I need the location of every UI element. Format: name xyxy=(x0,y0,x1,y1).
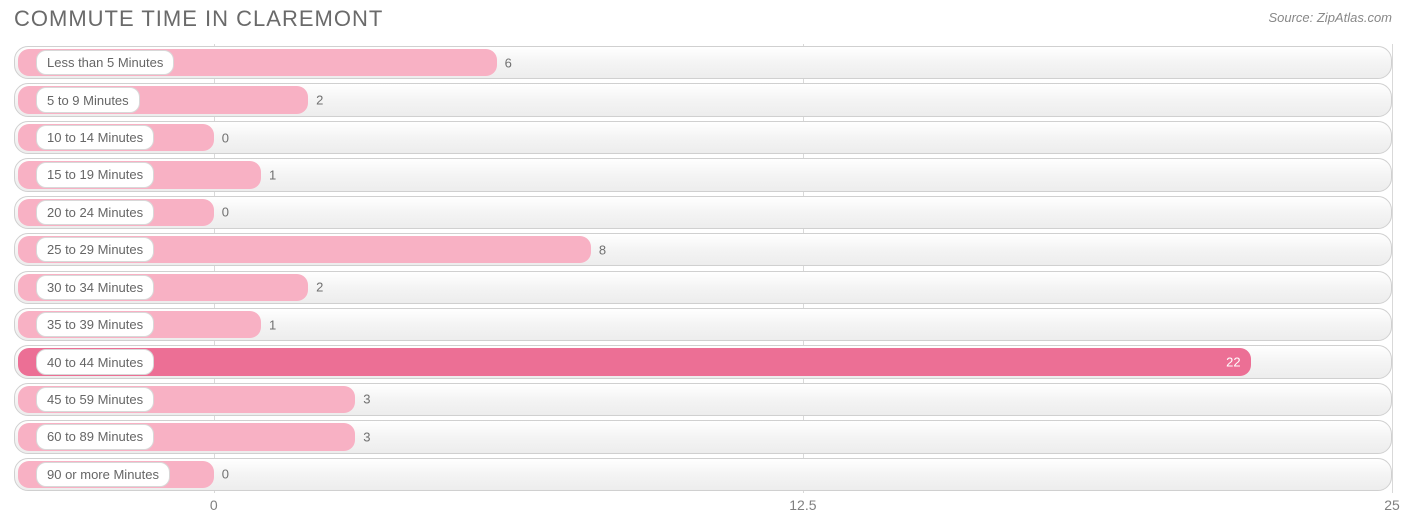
bar-row: 30 to 34 Minutes 2 xyxy=(14,269,1392,306)
category-label: 40 to 44 Minutes xyxy=(36,349,154,374)
x-tick-label: 12.5 xyxy=(789,497,816,513)
category-label: 15 to 19 Minutes xyxy=(36,162,154,187)
value-label: 22 xyxy=(1226,355,1240,370)
value-label: 2 xyxy=(316,93,323,108)
bar-row: 90 or more Minutes 0 xyxy=(14,456,1392,493)
value-label: 3 xyxy=(363,392,370,407)
category-label: 35 to 39 Minutes xyxy=(36,312,154,337)
category-label: 60 to 89 Minutes xyxy=(36,424,154,449)
category-label: 90 or more Minutes xyxy=(36,462,170,487)
value-label: 3 xyxy=(363,429,370,444)
value-label: 0 xyxy=(222,467,229,482)
chart-title: COMMUTE TIME IN CLAREMONT xyxy=(14,6,383,32)
category-label: 25 to 29 Minutes xyxy=(36,237,154,262)
bar-row: 5 to 9 Minutes 2 xyxy=(14,81,1392,118)
bar-row: 15 to 19 Minutes 1 xyxy=(14,156,1392,193)
bar-row: 40 to 44 Minutes 22 xyxy=(14,343,1392,380)
header: COMMUTE TIME IN CLAREMONT Source: ZipAtl… xyxy=(14,6,1392,34)
bar-row: 10 to 14 Minutes 0 xyxy=(14,119,1392,156)
value-label: 1 xyxy=(269,317,276,332)
category-label: 10 to 14 Minutes xyxy=(36,125,154,150)
value-label: 1 xyxy=(269,167,276,182)
category-label: 45 to 59 Minutes xyxy=(36,387,154,412)
bar-track xyxy=(14,121,1392,154)
category-label: 30 to 34 Minutes xyxy=(36,275,154,300)
chart-container: COMMUTE TIME IN CLAREMONT Source: ZipAtl… xyxy=(0,0,1406,523)
value-label: 0 xyxy=(222,205,229,220)
bar-row: 25 to 29 Minutes 8 xyxy=(14,231,1392,268)
value-label: 8 xyxy=(599,242,606,257)
x-tick-label: 0 xyxy=(210,497,218,513)
value-label: 6 xyxy=(505,55,512,70)
bar-track xyxy=(14,196,1392,229)
gridline xyxy=(1392,44,1393,493)
bar-row: 20 to 24 Minutes 0 xyxy=(14,194,1392,231)
value-label: 2 xyxy=(316,280,323,295)
x-tick-label: 25 xyxy=(1384,497,1400,513)
x-axis: 012.525 xyxy=(14,497,1392,517)
bar-row: 60 to 89 Minutes 3 xyxy=(14,418,1392,455)
bar-row: Less than 5 Minutes 6 xyxy=(14,44,1392,81)
bar-fill xyxy=(18,348,1251,375)
category-label: Less than 5 Minutes xyxy=(36,50,174,75)
bar-track xyxy=(14,458,1392,491)
bar-row: 35 to 39 Minutes 1 xyxy=(14,306,1392,343)
category-label: 5 to 9 Minutes xyxy=(36,87,140,112)
value-label: 0 xyxy=(222,130,229,145)
chart-source: Source: ZipAtlas.com xyxy=(1268,10,1392,25)
chart-plot-area: Less than 5 Minutes 6 5 to 9 Minutes 2 10 to… xyxy=(14,44,1392,493)
category-label: 20 to 24 Minutes xyxy=(36,200,154,225)
bar-row: 45 to 59 Minutes 3 xyxy=(14,381,1392,418)
